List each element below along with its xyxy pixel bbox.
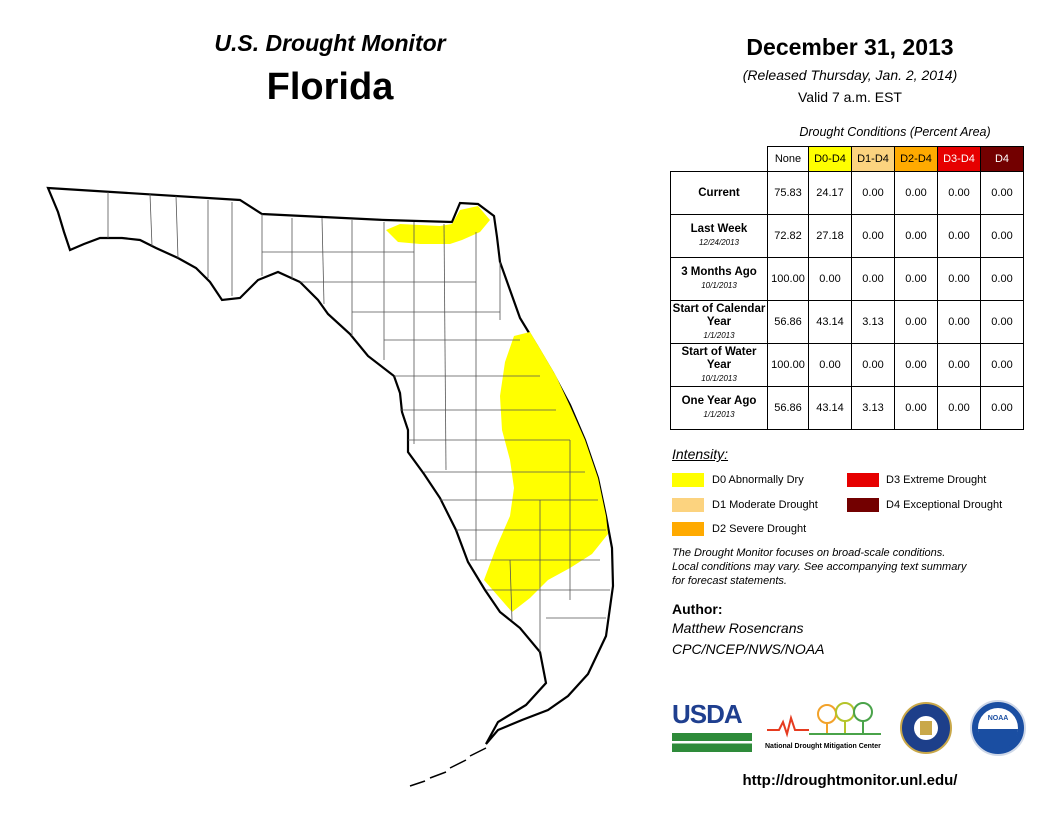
table-cell: 0.00 — [980, 171, 1024, 215]
author-name: Matthew Rosencrans — [672, 620, 804, 636]
legend-swatch-d2 — [672, 522, 704, 536]
table-cell: 0.00 — [894, 214, 938, 258]
row-sublabel: 10/1/2013 — [701, 281, 737, 290]
table-cell: 0.00 — [980, 300, 1024, 344]
row-label: Start of Water Year — [681, 345, 757, 371]
table-cell: 75.83 — [767, 171, 809, 215]
legend-label-d1: D1 Moderate Drought — [712, 499, 818, 511]
table-cell: 0.00 — [808, 343, 852, 387]
release-date: (Released Thursday, Jan. 2, 2014) — [742, 67, 958, 83]
legend-swatch-d3 — [847, 473, 879, 487]
table-cell: 0.00 — [937, 171, 981, 215]
legend-title: Intensity: — [672, 446, 729, 462]
table-row: 3 Months Ago 10/1/2013 100.00 0.00 0.00 0… — [670, 257, 1024, 301]
ndmc-logo-text: National Drought Mitigation Center — [765, 743, 881, 750]
table-cell: 0.00 — [851, 343, 895, 387]
table-row: Last Week 12/24/2013 72.82 27.18 0.00 0.0… — [670, 214, 1024, 258]
table-cell: 0.00 — [894, 171, 938, 215]
author-label: Author: — [672, 601, 723, 617]
table-cell: 3.13 — [851, 386, 895, 430]
legend-swatch-d1 — [672, 498, 704, 512]
table-caption: Drought Conditions (Percent Area) — [799, 125, 991, 139]
table-cell: 0.00 — [937, 386, 981, 430]
ndmc-logo: National Drought Mitigation Center — [765, 700, 883, 754]
table-cell: 3.13 — [851, 300, 895, 344]
table-cell: 24.17 — [808, 171, 852, 215]
legend-label-d3: D3 Extreme Drought — [886, 474, 987, 486]
table-cell: 0.00 — [894, 343, 938, 387]
author-org: CPC/NCEP/NWS/NOAA — [672, 641, 825, 657]
row-sublabel: 1/1/2013 — [703, 330, 735, 340]
row-label: 3 Months Ago — [681, 266, 757, 278]
table-cell: 0.00 — [851, 171, 895, 215]
table-cell: 0.00 — [980, 257, 1024, 301]
row-label: Current — [698, 186, 740, 199]
table-cell: 0.00 — [851, 257, 895, 301]
table-cell: 0.00 — [937, 214, 981, 258]
table-cell: 0.00 — [980, 343, 1024, 387]
note-line: Local conditions may vary. See accompany… — [672, 561, 967, 573]
florida-drought-map — [46, 186, 615, 787]
col-none: None — [767, 146, 809, 172]
table-header-row: None D0-D4 D1-D4 D2-D4 D3-D4 D4 — [671, 146, 1024, 172]
legend-swatch-d0 — [672, 473, 704, 487]
disclaimer-note: The Drought Monitor focuses on broad-sca… — [672, 546, 1032, 588]
table-row: Start of Water Year 10/1/2013 100.00 0.00… — [670, 343, 1024, 387]
table-cell: 0.00 — [937, 343, 981, 387]
usda-logo: USDA — [672, 700, 752, 754]
table-cell: 43.14 — [808, 300, 852, 344]
state-title: Florida — [266, 66, 394, 108]
table-cell: 56.86 — [767, 300, 809, 344]
map-date: December 31, 2013 — [746, 34, 954, 60]
legend-label-d2: D2 Severe Drought — [712, 523, 807, 535]
table-cell: 27.18 — [808, 214, 852, 258]
col-d1-d4: D1-D4 — [851, 146, 895, 172]
florida-keys — [409, 747, 487, 787]
table-cell: 0.00 — [937, 300, 981, 344]
note-line: The Drought Monitor focuses on broad-sca… — [672, 547, 946, 559]
row-sublabel: 1/1/2013 — [703, 410, 735, 419]
table-cell: 0.00 — [980, 386, 1024, 430]
table-cell: 100.00 — [767, 257, 809, 301]
row-label: One Year Ago — [681, 395, 757, 407]
row-sublabel: 10/1/2013 — [701, 373, 737, 383]
table-row: Current 75.83 24.17 0.00 0.00 0.00 0.00 — [670, 171, 1024, 215]
table-row: One Year Ago 1/1/2013 56.86 43.14 3.13 0.… — [670, 386, 1024, 430]
legend-label-d0: D0 Abnormally Dry — [712, 474, 804, 486]
website-url[interactable]: http://droughtmonitor.unl.edu/ — [742, 772, 958, 789]
florida-outline — [46, 186, 615, 745]
noaa-logo-text: NOAA — [987, 715, 1009, 722]
doc-seal-logo — [900, 702, 952, 754]
county-lines — [107, 192, 610, 652]
table-cell: 72.82 — [767, 214, 809, 258]
noaa-logo: NOAA — [970, 700, 1026, 756]
usda-logo-text: USDA — [672, 699, 743, 729]
col-d0-d4: D0-D4 — [808, 146, 852, 172]
table-cell: 100.00 — [767, 343, 809, 387]
col-d3-d4: D3-D4 — [937, 146, 981, 172]
ndmc-trees-icon — [767, 702, 881, 738]
row-label: Start of Calendar Year — [672, 302, 766, 328]
row-sublabel: 12/24/2013 — [698, 238, 740, 247]
table-cell: 43.14 — [808, 386, 852, 430]
d0-northeast-area — [386, 206, 490, 244]
drought-conditions-table: None D0-D4 D1-D4 D2-D4 D3-D4 D4 Current … — [670, 146, 1024, 430]
table-cell: 0.00 — [894, 257, 938, 301]
monitor-title: U.S. Drought Monitor — [214, 30, 446, 56]
table-cell: 0.00 — [894, 386, 938, 430]
table-cell: 0.00 — [894, 300, 938, 344]
note-line: for forecast statements. — [672, 575, 787, 587]
col-d2-d4: D2-D4 — [894, 146, 938, 172]
valid-time: Valid 7 a.m. EST — [797, 89, 902, 105]
row-label: Last Week — [690, 223, 748, 235]
table-cell: 0.00 — [851, 214, 895, 258]
table-cell: 0.00 — [937, 257, 981, 301]
table-cell: 56.86 — [767, 386, 809, 430]
table-cell: 0.00 — [980, 214, 1024, 258]
table-cell: 0.00 — [808, 257, 852, 301]
legend-swatch-d4 — [847, 498, 879, 512]
col-d4: D4 — [980, 146, 1024, 172]
legend-label-d4: D4 Exceptional Drought — [886, 499, 1003, 511]
table-row: Start of Calendar Year 1/1/2013 56.86 43.… — [670, 300, 1024, 344]
